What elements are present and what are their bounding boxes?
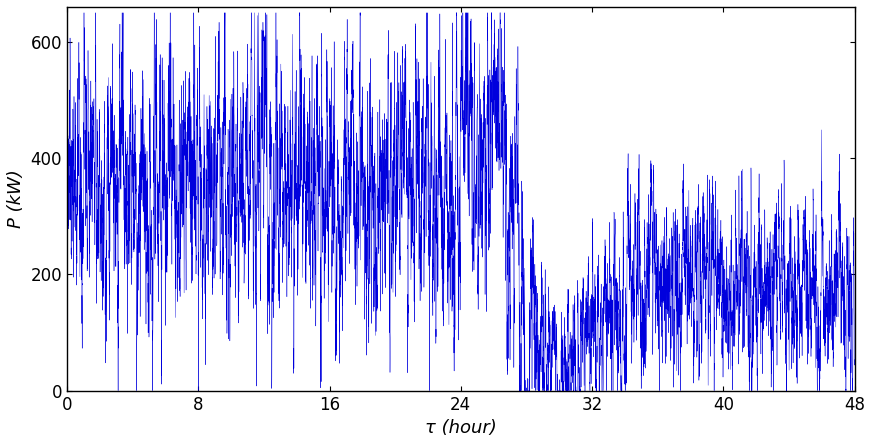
Y-axis label: P (kW): P (kW) <box>7 170 25 228</box>
X-axis label: τ (hour): τ (hour) <box>425 419 497 437</box>
